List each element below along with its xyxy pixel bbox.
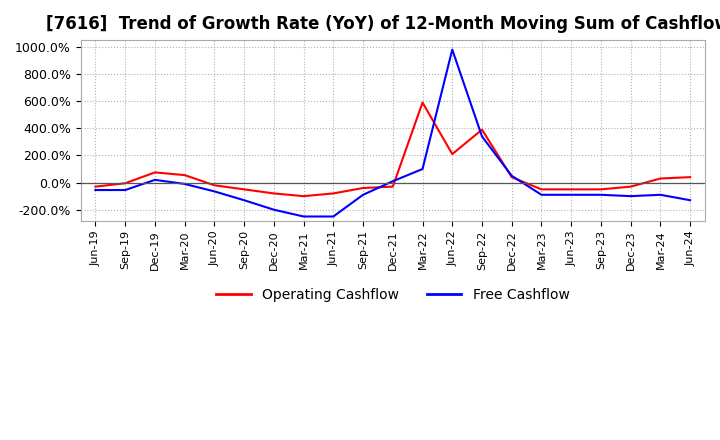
Free Cashflow	[389, 179, 397, 184]
Legend: Operating Cashflow, Free Cashflow: Operating Cashflow, Free Cashflow	[210, 282, 575, 308]
Free Cashflow	[121, 187, 130, 193]
Operating Cashflow	[567, 187, 575, 192]
Free Cashflow	[656, 192, 665, 198]
Operating Cashflow	[508, 175, 516, 180]
Free Cashflow	[359, 192, 367, 198]
Operating Cashflow	[597, 187, 606, 192]
Operating Cashflow	[626, 184, 635, 189]
Free Cashflow	[508, 173, 516, 179]
Operating Cashflow	[359, 185, 367, 191]
Operating Cashflow	[300, 194, 308, 199]
Free Cashflow	[537, 192, 546, 198]
Line: Free Cashflow: Free Cashflow	[96, 50, 690, 216]
Operating Cashflow	[150, 170, 159, 175]
Free Cashflow	[269, 207, 278, 213]
Operating Cashflow	[91, 184, 100, 189]
Free Cashflow	[448, 47, 456, 52]
Free Cashflow	[329, 214, 338, 219]
Free Cashflow	[418, 166, 427, 172]
Operating Cashflow	[656, 176, 665, 181]
Title: [7616]  Trend of Growth Rate (YoY) of 12-Month Moving Sum of Cashflows: [7616] Trend of Growth Rate (YoY) of 12-…	[46, 15, 720, 33]
Free Cashflow	[686, 198, 695, 203]
Operating Cashflow	[418, 100, 427, 105]
Free Cashflow	[477, 134, 486, 139]
Free Cashflow	[150, 177, 159, 183]
Operating Cashflow	[269, 191, 278, 196]
Operating Cashflow	[477, 127, 486, 132]
Free Cashflow	[626, 194, 635, 199]
Operating Cashflow	[121, 180, 130, 186]
Operating Cashflow	[537, 187, 546, 192]
Free Cashflow	[300, 214, 308, 219]
Operating Cashflow	[180, 172, 189, 178]
Operating Cashflow	[686, 175, 695, 180]
Line: Operating Cashflow: Operating Cashflow	[96, 103, 690, 196]
Operating Cashflow	[389, 184, 397, 189]
Operating Cashflow	[240, 187, 248, 192]
Free Cashflow	[567, 192, 575, 198]
Free Cashflow	[180, 181, 189, 187]
Operating Cashflow	[210, 183, 219, 188]
Operating Cashflow	[448, 151, 456, 157]
Free Cashflow	[597, 192, 606, 198]
Free Cashflow	[91, 187, 100, 193]
Free Cashflow	[240, 198, 248, 203]
Free Cashflow	[210, 189, 219, 194]
Operating Cashflow	[329, 191, 338, 196]
